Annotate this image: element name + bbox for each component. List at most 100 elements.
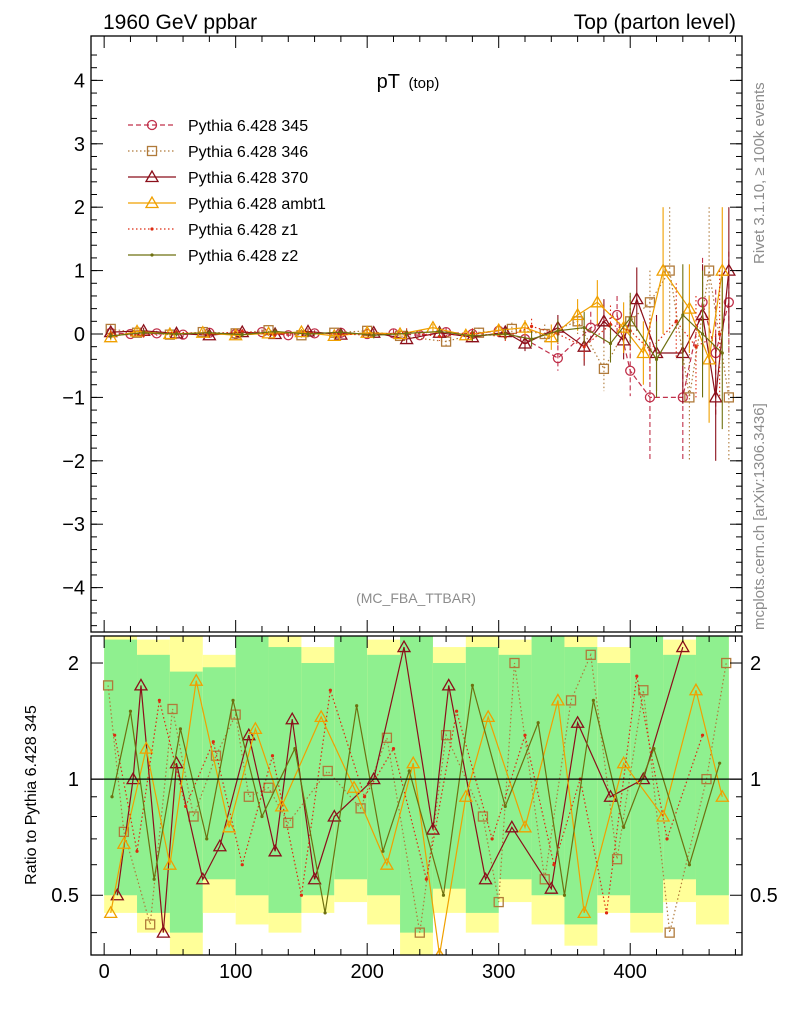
ratio-point-z2-8 [323,911,327,915]
ratio-point-z1-4 [211,740,215,744]
legend-label-0: Pythia 6.428 345 [188,118,308,135]
point-z2-11 [470,334,474,338]
point-p345-20 [625,365,636,376]
point-p346-19 [684,392,695,403]
ratio-point-p370-15 [441,678,456,691]
ratio-point-z1-2 [157,698,161,702]
point-p345-19 [611,309,623,321]
ratio-point-z2-4 [205,837,209,841]
legend-marker-0 [146,119,158,131]
upper-ytick-label-1: −3 [62,514,85,536]
legend-marker-1 [146,145,158,157]
point-ambt1-17 [616,320,631,333]
ratio-point-p370-16 [478,871,493,885]
ratio-point-p370-22 [675,639,690,653]
ratio-series-p370 [110,639,690,938]
point-z2-12 [503,332,507,336]
upper-ytick-label-5: 1 [74,261,85,283]
ratio-point-z1-8 [328,688,332,692]
point-z2-8 [372,333,376,337]
point-z1-10 [437,334,442,339]
point-ambt1-13 [517,320,533,333]
series-z2 [109,264,724,430]
ratio-point-p370-21 [636,771,651,785]
ratio-point-p346-14 [440,730,452,741]
ratio-point-z1-10 [391,746,396,751]
ratio-point-z2-2 [152,877,156,881]
legend-marker-4 [150,227,154,231]
watermark: (MC_FBA_TTBAR) [356,590,476,606]
point-z2-7 [339,330,343,334]
ratio-point-z2-1 [128,709,133,713]
point-z2-2 [174,332,179,336]
green-band-17 [663,654,696,880]
ratio-point-z1-9 [362,795,367,799]
point-z1-15 [582,345,586,349]
series-line-p345 [110,302,730,399]
point-z2-14 [556,329,560,333]
lower-ytick-label-left-0: 0.5 [51,885,79,907]
ratio-point-z2-12 [441,893,446,897]
ratio-point-ambt1-16 [550,693,565,706]
lower-ytick-label-right-1: 1 [750,769,761,791]
ratio-point-z2-5 [231,698,235,702]
legend-marker-5 [150,253,154,257]
point-z2-17 [628,316,632,320]
ratio-point-p370-19 [570,715,585,728]
ratio-point-z2-10 [381,849,385,853]
point-z1-13 [529,324,534,328]
ratio-ylabel: Ratio to Pythia 6.428 345 [23,705,40,885]
point-ambt1-21 [702,352,717,365]
point-ambt1-19 [655,263,671,276]
ratio-point-z2-19 [652,746,656,751]
lower-ytick-label-right-0: 0.5 [750,885,778,907]
ratio-line-p370 [116,646,684,933]
ratio-line-p346 [107,652,727,933]
ratio-point-p370-17 [504,820,519,833]
lower-ytick-label-right-2: 2 [750,653,761,675]
point-z1-20 [694,345,698,349]
main-title-text: pT [377,71,400,93]
ratio-point-p370-1 [125,771,141,785]
ratio-point-ambt1-18 [616,755,631,769]
point-ambt1-15 [570,307,585,321]
point-z2-18 [654,357,659,361]
ratio-point-p346-18 [539,874,550,885]
ratio-point-z2-11 [407,769,411,773]
ratio-point-z1-15 [552,863,556,867]
ratio-line-ambt1 [110,680,723,955]
ratio-point-p346-1 [118,826,130,838]
ratio-point-p346-15 [477,811,489,822]
ratio-point-z1-17 [604,911,609,915]
point-z2-5 [273,329,277,334]
ratio-point-p370-2 [133,678,149,691]
ratio-point-p370-18 [544,881,559,894]
point-z2-4 [240,333,244,337]
ratio-point-z2-18 [622,825,626,829]
point-p345-21 [644,392,656,403]
ratio-point-ambt1-21 [715,789,730,802]
point-ambt1-7 [327,328,342,342]
ratio-point-z2-0 [110,795,114,799]
point-z2-16 [608,341,613,346]
ratio-point-z1-13 [490,837,494,841]
point-p346-15 [598,363,610,375]
ratio-point-p346-16 [493,896,504,908]
ratio-point-z2-17 [591,698,595,702]
ratio-point-p346-20 [585,649,596,660]
ratio-point-z2-6 [260,814,264,819]
ratio-point-ambt1-2 [139,741,154,754]
xtick-label-2: 200 [350,961,383,983]
point-z2-21 [720,351,724,355]
ratio-point-ambt1-9 [346,780,362,793]
ratio-point-p370-9 [285,711,300,725]
point-z1-4 [240,329,244,334]
point-ambt1-18 [636,345,651,359]
green-band-2 [169,671,203,933]
main-title-sub: (top) [408,75,439,92]
ratio-point-p346-23 [664,927,675,938]
ratio-point-z2-9 [355,704,359,708]
point-p370-13 [517,336,533,349]
series-p345 [105,251,734,461]
ratio-point-p346-7 [243,791,254,802]
